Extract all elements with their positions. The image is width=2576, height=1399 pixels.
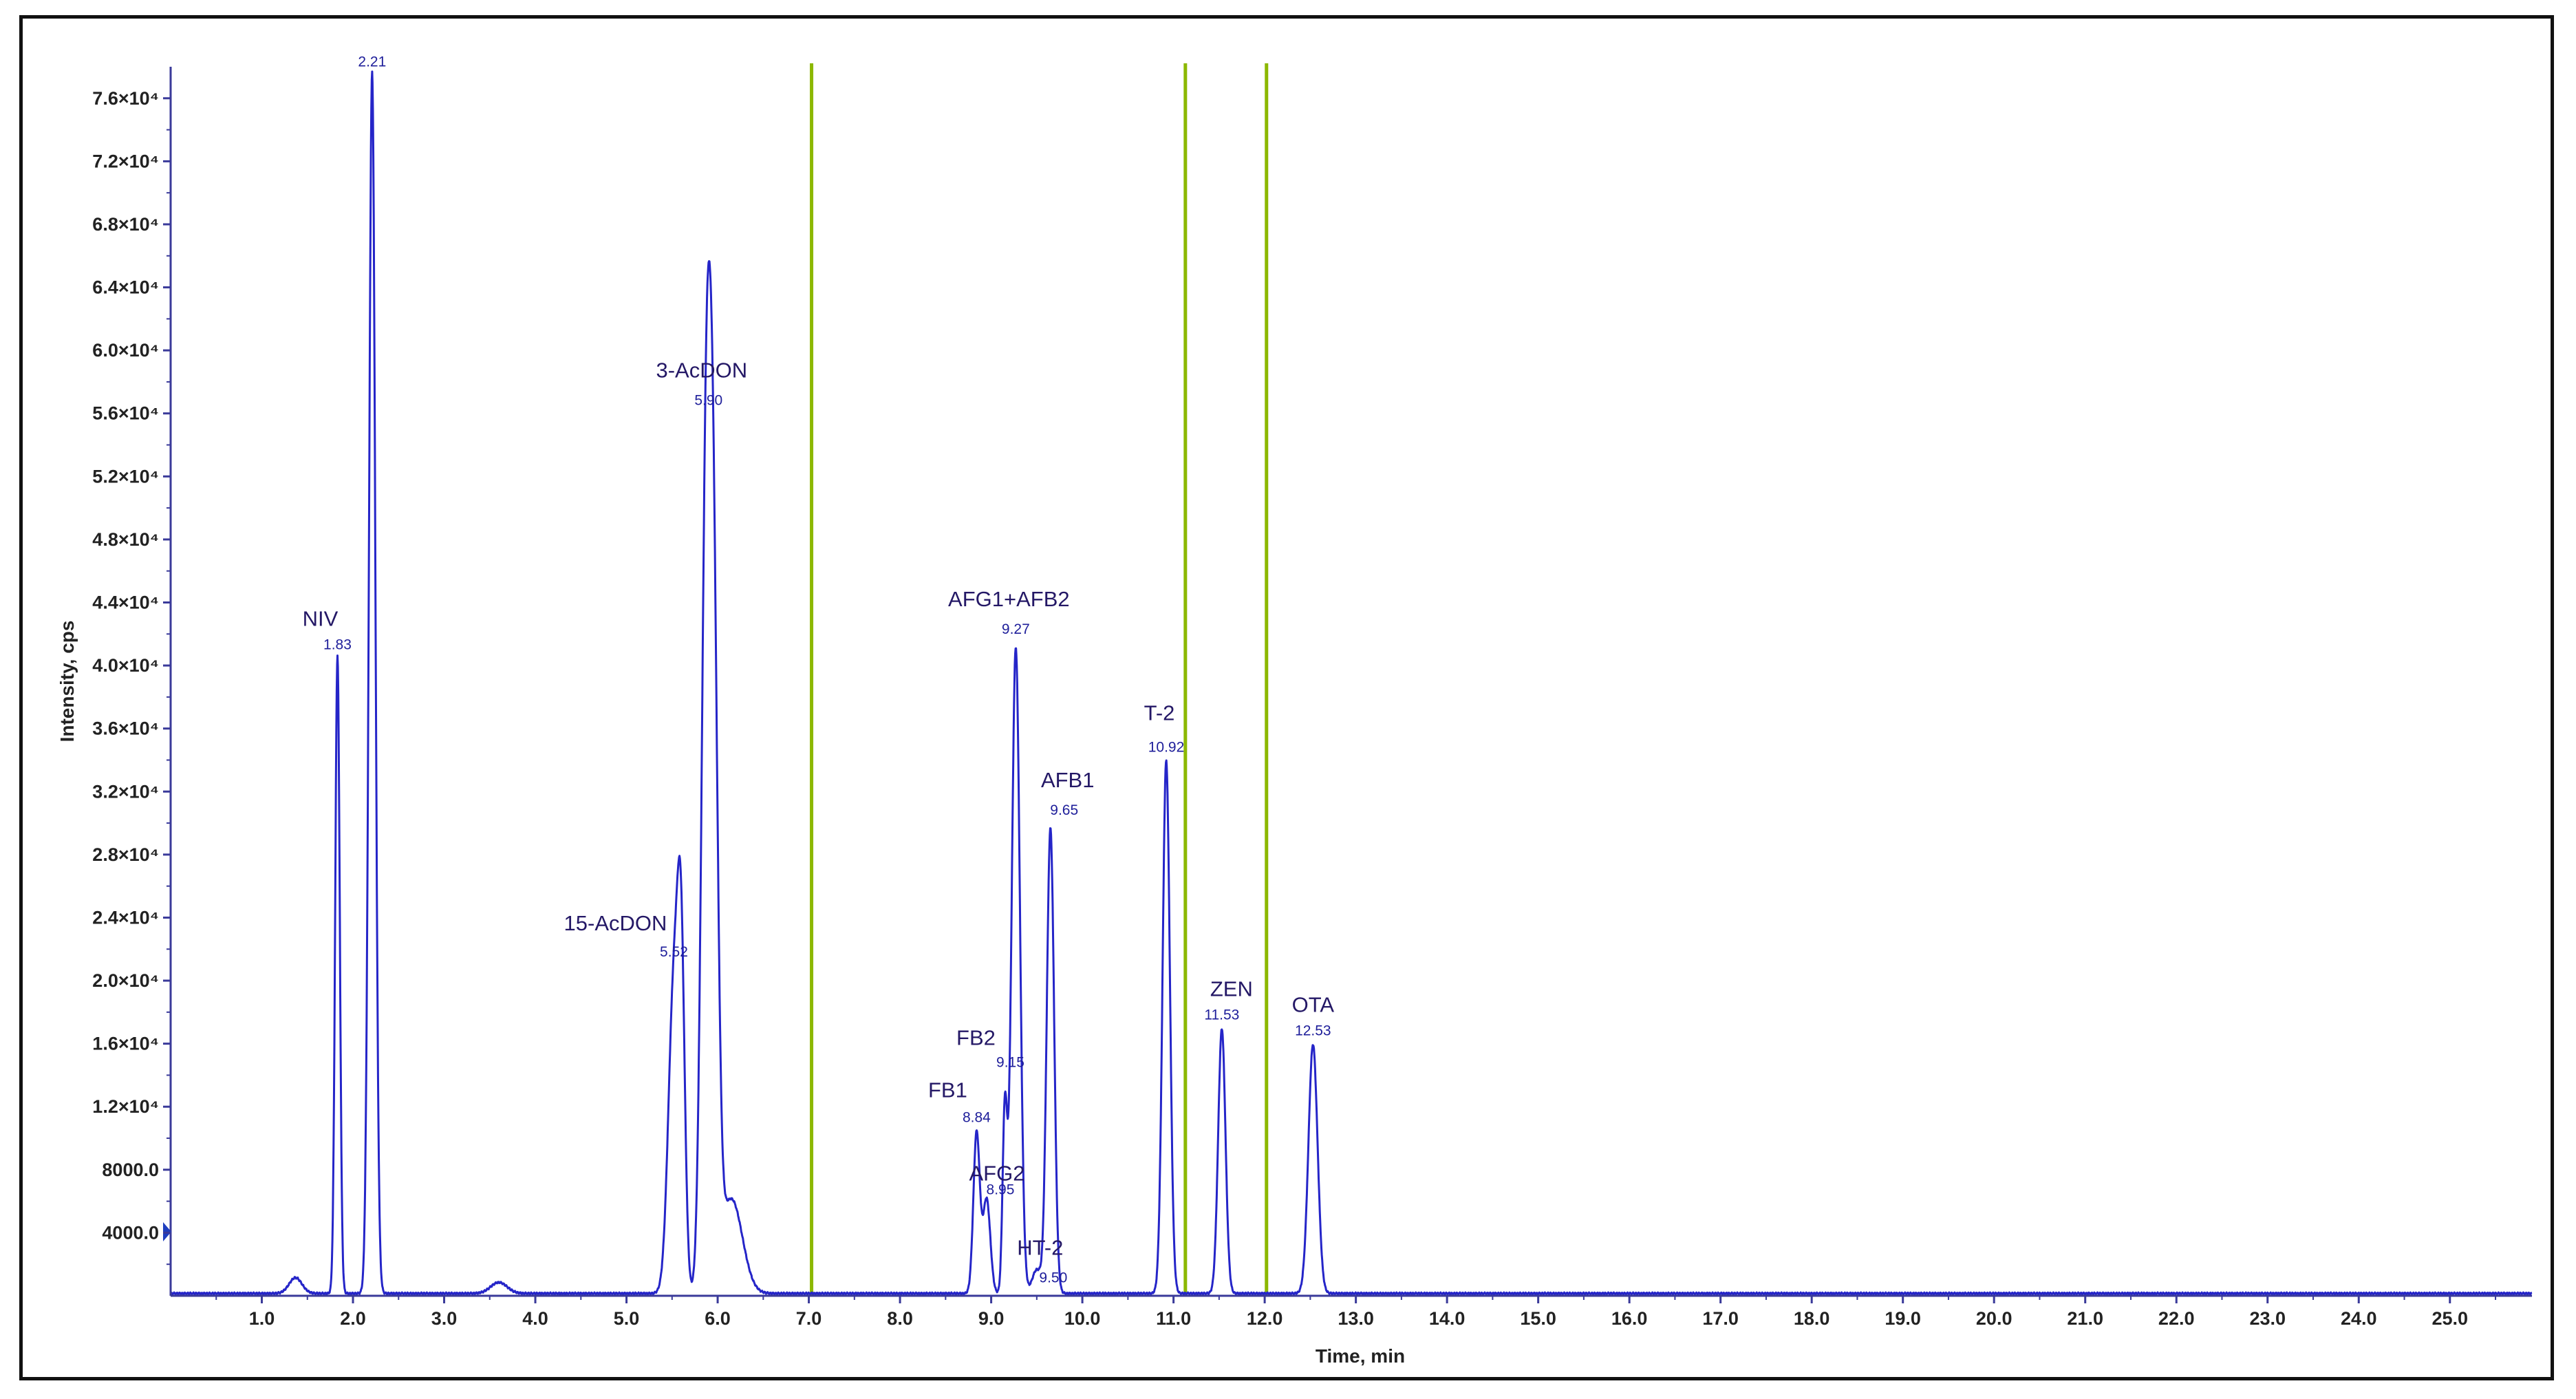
peak-rt-label: 1.83 — [323, 637, 352, 653]
peak-name-label: HT-2 — [1017, 1236, 1063, 1260]
y-ticks: 4000.0 8000.0 1.2×10⁴ 1.6×10⁴ 2.0×10⁴ 2.4×10⁴… — [92, 88, 171, 1265]
peak-name-label: AFB1 — [1041, 768, 1095, 792]
x-tick-label: 18.0 — [1794, 1308, 1830, 1329]
peak-rt-label: 9.27 — [1002, 621, 1030, 637]
x-tick-label: 7.0 — [796, 1308, 822, 1329]
x-ticks: 1.0 2.0 3.0 4.0 5.0 6.0 7.0 8.0 9.0 10.0 11.0 12.0 1… — [215, 1296, 2496, 1329]
x-tick-label: 17.0 — [1702, 1308, 1739, 1329]
x-tick-label: 20.0 — [1976, 1308, 2012, 1329]
x-tick-label: 24.0 — [2341, 1308, 2377, 1329]
x-tick-label: 10.0 — [1064, 1308, 1101, 1329]
y-axis-title: Intensity, cps — [56, 621, 78, 743]
x-tick-label: 21.0 — [2067, 1308, 2103, 1329]
peak-rt-label: 5.52 — [660, 944, 688, 960]
x-tick-label: 9.0 — [978, 1308, 1005, 1329]
x-tick-label: 22.0 — [2158, 1308, 2195, 1329]
peak-rt-label: 12.53 — [1295, 1023, 1331, 1039]
y-tick-label: 4.8×10⁴ — [92, 529, 159, 550]
peak-name-label: FB1 — [928, 1078, 967, 1102]
series-line-1 — [169, 70, 2533, 1296]
peak-rt-label: 11.53 — [1204, 1007, 1239, 1023]
peak-name-label: OTA — [1292, 993, 1335, 1017]
x-tick-label: 11.0 — [1156, 1308, 1191, 1329]
y-tick-label: 6.8×10⁴ — [92, 214, 159, 235]
x-tick-label: 16.0 — [1611, 1308, 1648, 1329]
y-tick-label: 2.0×10⁴ — [92, 970, 159, 991]
peak-rt-label: 2.21 — [358, 54, 386, 70]
peak-name-label: AFG2 — [969, 1162, 1024, 1186]
trace-layer — [169, 70, 2533, 1296]
peak-rt-label: 5.90 — [694, 393, 722, 409]
y-tick-label: 1.6×10⁴ — [92, 1034, 159, 1054]
y-tick-label: 2.4×10⁴ — [92, 907, 159, 928]
y-tick-label: 6.0×10⁴ — [92, 340, 159, 361]
peak-name-label: ZEN — [1210, 977, 1253, 1001]
peak-labels: 1.83NIV2.21DON5.903-AcDON5.5215-AcDON9.2… — [303, 54, 1335, 1286]
x-tick-label: 3.0 — [431, 1308, 458, 1329]
x-tick-label: 4.0 — [522, 1308, 548, 1329]
peak-name-label: T-2 — [1144, 701, 1175, 725]
peak-name-label: FB2 — [956, 1025, 996, 1049]
peak-rt-label: 9.50 — [1039, 1270, 1067, 1286]
y-tick-label: 4.4×10⁴ — [92, 592, 159, 613]
x-axis-title: Time, min — [1316, 1345, 1405, 1367]
x-tick-label: 25.0 — [2432, 1308, 2468, 1329]
y-tick-label: 4000.0 — [102, 1222, 159, 1243]
y-tick-label: 3.6×10⁴ — [92, 718, 159, 739]
chart-frame — [19, 15, 2554, 1380]
axes — [163, 67, 2532, 1297]
y-tick-label: 3.2×10⁴ — [92, 781, 159, 802]
y-tick-label: 4.0×10⁴ — [92, 655, 159, 676]
x-tick-label: 13.0 — [1338, 1308, 1374, 1329]
peak-rt-label: 8.95 — [987, 1182, 1015, 1198]
peak-name-label: NIV — [303, 607, 339, 631]
peak-rt-label: 9.15 — [996, 1054, 1024, 1070]
peak-rt-label: 8.84 — [963, 1110, 991, 1126]
peak-rt-label: 9.65 — [1050, 802, 1078, 818]
y-tick-label: 6.4×10⁴ — [92, 277, 159, 298]
x-tick-label: 6.0 — [705, 1308, 731, 1329]
marker-lines — [810, 63, 1269, 1296]
peak-name-label: AFG1+AFB2 — [948, 587, 1070, 611]
x-tick-label: 19.0 — [1885, 1308, 1921, 1329]
x-tick-label: 5.0 — [614, 1308, 640, 1329]
peak-rt-label: 10.92 — [1148, 739, 1185, 755]
y-tick-label: 7.2×10⁴ — [92, 151, 159, 171]
x-tick-label: 1.0 — [249, 1308, 275, 1329]
x-tick-label: 12.0 — [1247, 1308, 1283, 1329]
x-tick-label: 14.0 — [1429, 1308, 1466, 1329]
x-tick-label: 15.0 — [1520, 1308, 1556, 1329]
peak-name-label: 3-AcDON — [656, 359, 747, 383]
y-tick-label: 5.6×10⁴ — [92, 403, 159, 424]
y-tick-label: 1.2×10⁴ — [92, 1096, 159, 1117]
peak-name-label: 15-AcDON — [564, 911, 667, 935]
x-tick-label: 23.0 — [2249, 1308, 2286, 1329]
y-tick-label: 7.6×10⁴ — [92, 88, 159, 109]
y-tick-label: 2.8×10⁴ — [92, 844, 159, 865]
x-tick-label: 2.0 — [340, 1308, 366, 1329]
y-tick-label: 8000.0 — [102, 1160, 159, 1180]
y-tick-label: 5.2×10⁴ — [92, 466, 159, 487]
x-tick-label: 8.0 — [887, 1308, 913, 1329]
